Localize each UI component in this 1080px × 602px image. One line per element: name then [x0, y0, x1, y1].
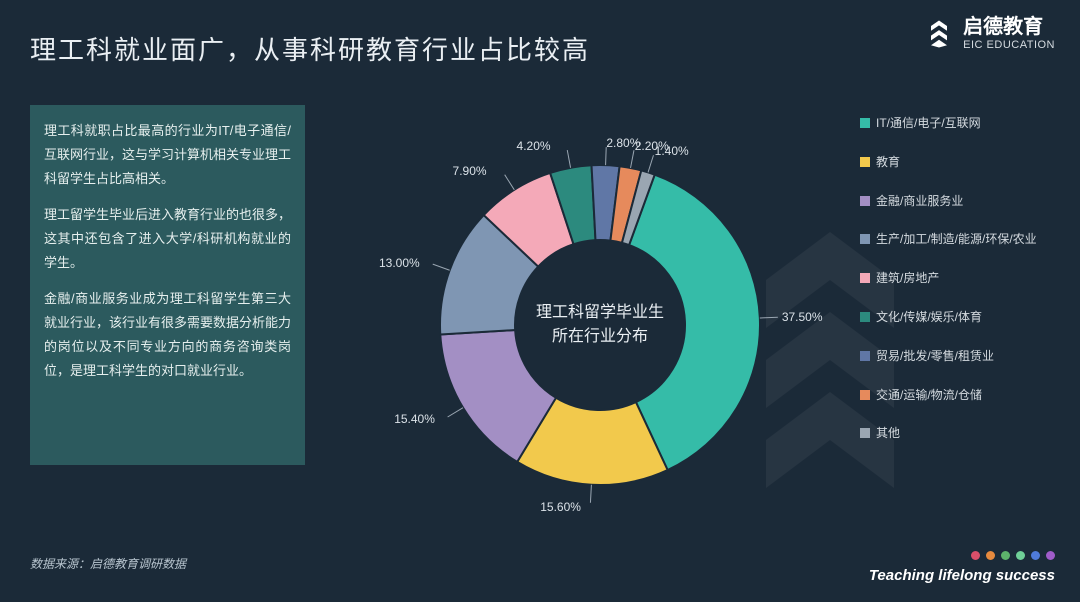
footer-dot-0 — [971, 551, 980, 560]
legend-swatch — [860, 118, 870, 128]
legend-label: 交通/运输/物流/仓储 — [876, 387, 982, 404]
page-title: 理工科就业面广，从事科研教育行业占比较高 — [30, 30, 590, 67]
legend-item-6: 贸易/批发/零售/租赁业 — [860, 348, 1055, 365]
slice-label-3: 13.00% — [379, 256, 420, 270]
paragraph-2: 理工留学生毕业后进入教育行业的也很多，这其中还包含了进入大学/科研机构就业的学生… — [44, 203, 291, 275]
legend-swatch — [860, 234, 870, 244]
legend-item-5: 文化/传媒/娱乐/体育 — [860, 309, 1055, 326]
tagline: Teaching lifelong success — [869, 567, 1055, 584]
footer-dot-4 — [1031, 551, 1040, 560]
legend-label: 金融/商业服务业 — [876, 193, 963, 210]
legend-swatch — [860, 273, 870, 283]
page-header: 理工科就业面广，从事科研教育行业占比较高 — [30, 30, 590, 67]
brand-name-en: EIC EDUCATION — [963, 39, 1055, 52]
paragraph-3: 金融/商业服务业成为理工科留学生第三大就业行业，该行业有很多需要数据分析能力的岗… — [44, 287, 291, 383]
legend-label: IT/通信/电子/互联网 — [876, 115, 981, 132]
chart-legend: IT/通信/电子/互联网教育金融/商业服务业生产/加工/制造/能源/环保/农业建… — [860, 115, 1055, 464]
slice-label-5: 4.20% — [517, 139, 551, 153]
paragraph-1: 理工科就职占比最高的行业为IT/电子通信/互联网行业，这与学习计算机相关专业理工… — [44, 119, 291, 191]
footer-dot-3 — [1016, 551, 1025, 560]
legend-item-7: 交通/运输/物流/仓储 — [860, 387, 1055, 404]
data-source: 数据来源：启德教育调研数据 — [30, 555, 186, 572]
legend-item-3: 生产/加工/制造/能源/环保/农业 — [860, 231, 1055, 248]
legend-label: 生产/加工/制造/能源/环保/农业 — [876, 231, 1037, 248]
legend-item-8: 其他 — [860, 425, 1055, 442]
description-panel: 理工科就职占比最高的行业为IT/电子通信/互联网行业，这与学习计算机相关专业理工… — [30, 105, 305, 465]
footer-dot-1 — [986, 551, 995, 560]
legend-swatch — [860, 390, 870, 400]
footer-dots — [971, 551, 1055, 560]
footer-dot-5 — [1046, 551, 1055, 560]
brand-block: 启德教育 EIC EDUCATION — [923, 15, 1055, 52]
legend-label: 其他 — [876, 425, 900, 442]
legend-swatch — [860, 312, 870, 322]
legend-label: 贸易/批发/零售/租赁业 — [876, 348, 994, 365]
legend-swatch — [860, 351, 870, 361]
slice-label-1: 15.60% — [540, 500, 581, 514]
legend-swatch — [860, 157, 870, 167]
legend-label: 文化/传媒/娱乐/体育 — [876, 309, 982, 326]
legend-label: 教育 — [876, 154, 900, 171]
slice-label-8: 1.40% — [655, 144, 689, 158]
slice-label-2: 15.40% — [394, 412, 435, 426]
legend-swatch — [860, 428, 870, 438]
donut-center-label: 理工科留学毕业生 所在行业分布 — [536, 301, 664, 349]
donut-chart: 理工科留学毕业生 所在行业分布 37.50% 15.60% 15.40% 13.00%… — [320, 80, 880, 570]
slice-label-4: 7.90% — [453, 164, 487, 178]
legend-label: 建筑/房地产 — [876, 270, 939, 287]
brand-name-cn: 启德教育 — [963, 15, 1055, 39]
legend-item-4: 建筑/房地产 — [860, 270, 1055, 287]
legend-item-2: 金融/商业服务业 — [860, 193, 1055, 210]
footer-dot-2 — [1001, 551, 1010, 560]
brand-logo-icon — [923, 18, 955, 50]
legend-item-0: IT/通信/电子/互联网 — [860, 115, 1055, 132]
legend-item-1: 教育 — [860, 154, 1055, 171]
legend-swatch — [860, 196, 870, 206]
slice-label-0: 37.50% — [782, 310, 823, 324]
